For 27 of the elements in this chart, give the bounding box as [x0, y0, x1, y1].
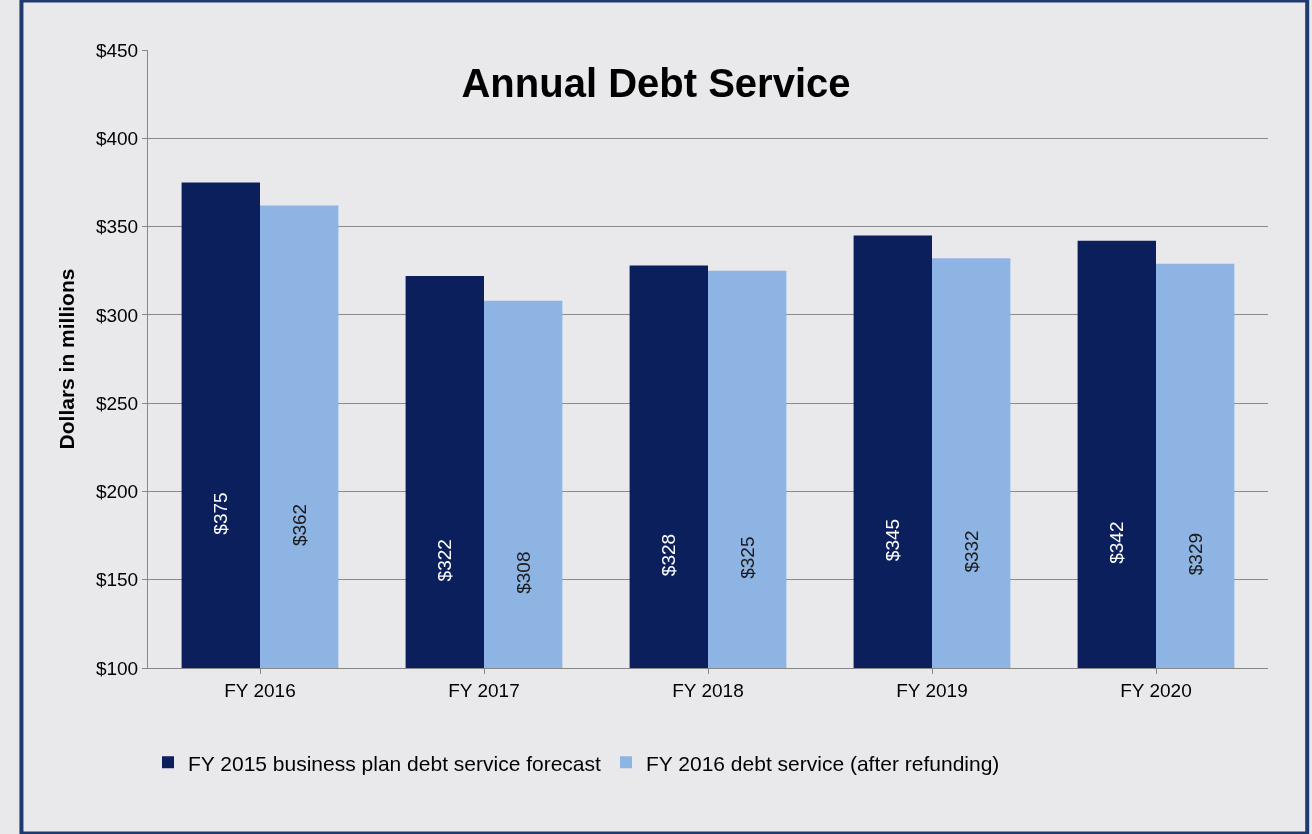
data-label: $345 — [882, 518, 904, 562]
data-label: $322 — [434, 539, 456, 582]
data-label: $329 — [1184, 532, 1206, 576]
legend-label: FY 2016 debt service (after refunding) — [646, 751, 1000, 775]
legend-label: FY 2015 business plan debt service forecast — [188, 751, 602, 775]
x-tick-label: FY 2016 — [224, 679, 296, 701]
y-tick-label: $200 — [95, 481, 139, 503]
y-axis-title: Dollars in millions — [55, 268, 79, 450]
data-label: $375 — [210, 492, 232, 535]
y-tick-label: $250 — [95, 392, 139, 414]
y-tick-label: $150 — [95, 569, 139, 591]
chart-title: Annual Debt Service — [461, 61, 851, 106]
y-tick-label: $350 — [95, 216, 139, 238]
data-label: $308 — [512, 551, 534, 594]
y-tick-label: $400 — [95, 127, 139, 149]
y-tick-label: $300 — [95, 304, 139, 326]
data-label: $362 — [288, 503, 310, 547]
x-tick-label: FY 2019 — [896, 679, 968, 701]
x-tick-label: FY 2017 — [448, 679, 520, 701]
x-tick-label: FY 2020 — [1120, 679, 1192, 701]
y-tick-label: $100 — [95, 657, 139, 679]
x-tick-label: FY 2018 — [672, 679, 744, 701]
data-label: $328 — [658, 533, 680, 577]
data-label: $325 — [736, 536, 758, 579]
y-tick-label: $450 — [95, 39, 139, 61]
data-label: $342 — [1106, 521, 1128, 564]
data-label: $332 — [960, 530, 982, 573]
